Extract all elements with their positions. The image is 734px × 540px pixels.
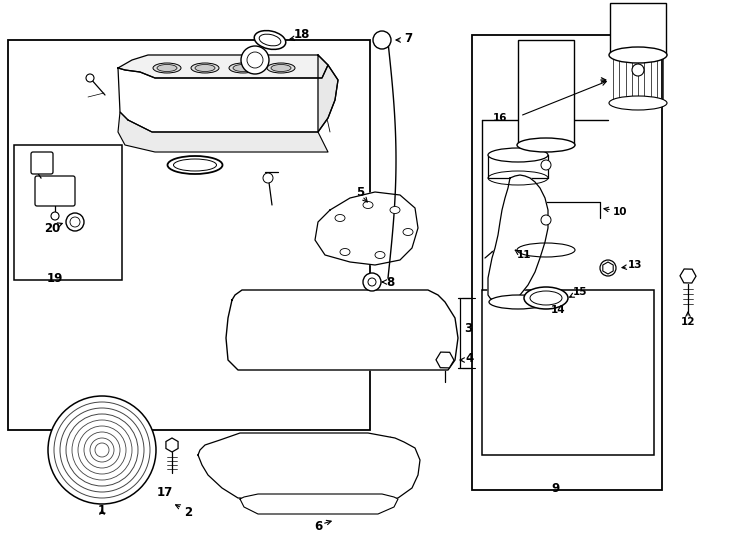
Circle shape	[263, 173, 273, 183]
Ellipse shape	[335, 214, 345, 221]
Text: 4: 4	[466, 352, 474, 365]
Bar	[610, 3, 666, 55]
Ellipse shape	[390, 206, 400, 213]
Circle shape	[373, 31, 391, 49]
Bar	[610, 3, 666, 55]
Ellipse shape	[609, 47, 667, 63]
Ellipse shape	[609, 96, 667, 110]
Polygon shape	[240, 494, 398, 514]
Ellipse shape	[363, 201, 373, 208]
FancyBboxPatch shape	[35, 176, 75, 206]
Text: 12: 12	[680, 317, 695, 327]
Text: 19: 19	[47, 272, 63, 285]
Circle shape	[632, 64, 644, 76]
Ellipse shape	[191, 63, 219, 73]
Ellipse shape	[229, 63, 257, 73]
Ellipse shape	[489, 295, 547, 309]
Ellipse shape	[403, 228, 413, 235]
Ellipse shape	[259, 34, 281, 46]
Ellipse shape	[524, 287, 568, 309]
Ellipse shape	[267, 63, 295, 73]
Text: 15: 15	[573, 287, 587, 297]
Bar	[8, 40, 370, 430]
Text: 20: 20	[44, 221, 60, 234]
Text: 8: 8	[386, 275, 394, 288]
Ellipse shape	[153, 63, 181, 73]
Ellipse shape	[254, 31, 286, 50]
Text: 16: 16	[493, 113, 507, 123]
Polygon shape	[198, 433, 420, 498]
Polygon shape	[318, 55, 338, 132]
Text: 6: 6	[314, 521, 322, 534]
Text: 3: 3	[464, 321, 472, 334]
Bar	[472, 35, 662, 490]
Bar	[482, 290, 654, 455]
Circle shape	[51, 212, 59, 220]
Ellipse shape	[157, 64, 177, 71]
Circle shape	[86, 74, 94, 82]
Circle shape	[368, 278, 376, 286]
Polygon shape	[315, 192, 418, 265]
Text: 1: 1	[98, 503, 106, 516]
Text: 11: 11	[517, 250, 531, 260]
Ellipse shape	[375, 252, 385, 259]
Circle shape	[241, 46, 269, 74]
Ellipse shape	[167, 156, 222, 174]
Text: 2: 2	[184, 505, 192, 518]
Text: 13: 13	[628, 260, 642, 270]
Text: 14: 14	[550, 305, 565, 315]
Polygon shape	[118, 112, 328, 152]
Text: 18: 18	[294, 29, 310, 42]
Circle shape	[66, 213, 84, 231]
Polygon shape	[118, 55, 328, 78]
Ellipse shape	[233, 64, 253, 71]
Text: 17: 17	[157, 485, 173, 498]
Ellipse shape	[517, 138, 575, 152]
Polygon shape	[226, 290, 458, 370]
Circle shape	[541, 160, 551, 170]
Ellipse shape	[488, 148, 548, 162]
Ellipse shape	[195, 64, 215, 71]
Ellipse shape	[173, 159, 217, 171]
Polygon shape	[488, 175, 548, 305]
Circle shape	[363, 273, 381, 291]
FancyBboxPatch shape	[31, 152, 53, 174]
Circle shape	[247, 52, 263, 68]
Bar	[14, 145, 122, 280]
Text: 7: 7	[404, 31, 412, 44]
Text: 5: 5	[356, 186, 364, 199]
Bar	[518, 40, 574, 145]
Circle shape	[600, 260, 616, 276]
Ellipse shape	[530, 291, 562, 305]
Ellipse shape	[340, 248, 350, 255]
Circle shape	[70, 217, 80, 227]
Circle shape	[541, 215, 551, 225]
Polygon shape	[118, 65, 338, 132]
Ellipse shape	[271, 64, 291, 71]
Circle shape	[48, 396, 156, 504]
Text: 10: 10	[613, 207, 628, 217]
Text: 9: 9	[552, 482, 560, 495]
